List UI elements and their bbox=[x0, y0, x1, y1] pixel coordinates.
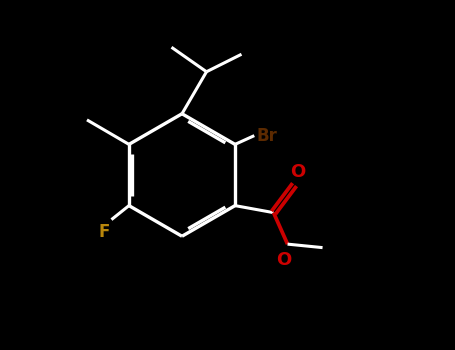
Text: O: O bbox=[277, 251, 292, 269]
Text: Br: Br bbox=[256, 127, 277, 145]
Text: F: F bbox=[98, 223, 110, 241]
Text: O: O bbox=[290, 163, 306, 181]
